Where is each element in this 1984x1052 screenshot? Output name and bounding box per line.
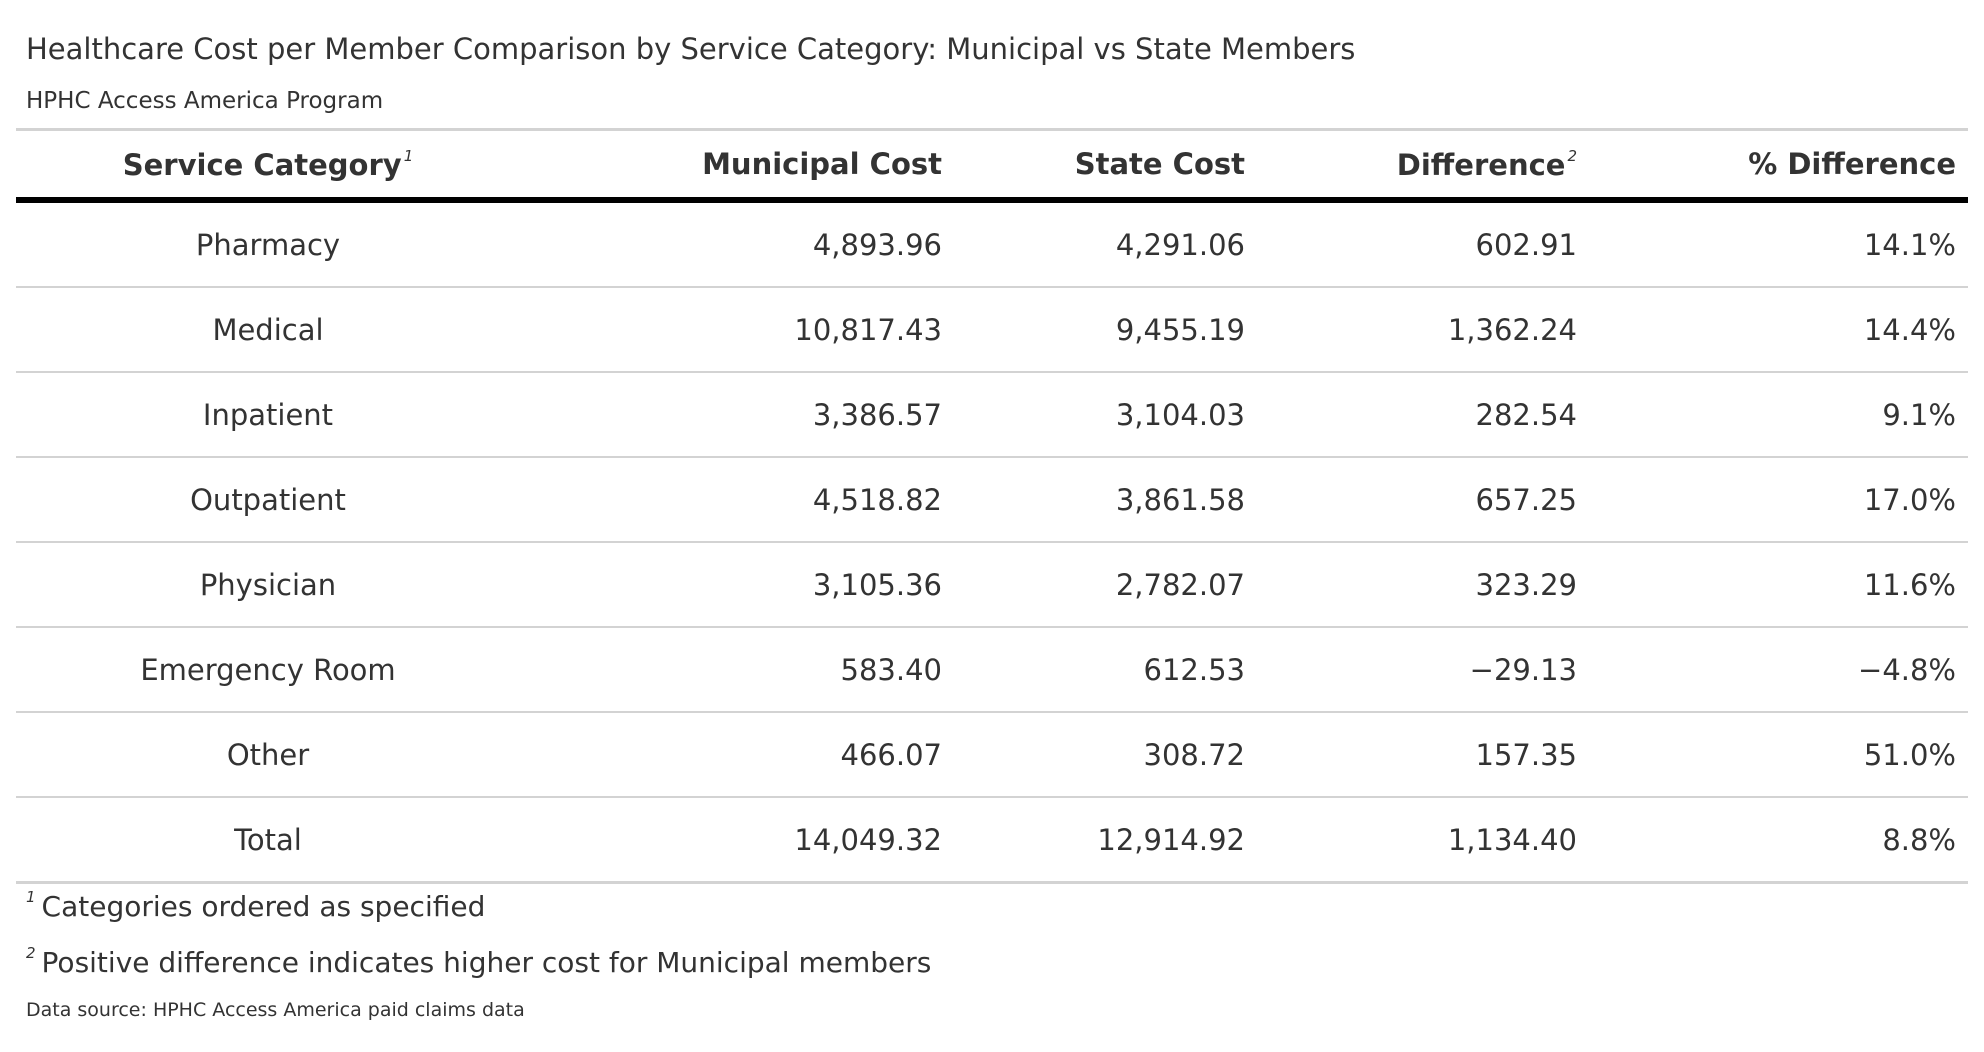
column-header: Municipal Cost	[520, 130, 954, 201]
footnote-text: Positive difference indicates higher cos…	[41, 946, 932, 979]
column-label: Municipal Cost	[702, 147, 942, 181]
value-cell: 3,105.36	[520, 542, 954, 628]
value-cell: 4,518.82	[520, 457, 954, 543]
value-cell: 3,104.03	[954, 372, 1257, 458]
column-header: Difference 2	[1257, 130, 1589, 201]
value-cell: 9.1%	[1589, 372, 1968, 458]
value-cell: 1,134.40	[1257, 797, 1589, 884]
header-row: Service Category 1 Municipal Cost State Cos…	[16, 129, 1968, 201]
value-cell: 282.54	[1257, 372, 1589, 458]
value-cell: 11.6%	[1589, 542, 1968, 628]
column-header: Service Category 1	[16, 130, 520, 201]
footnote-marker: 1	[403, 146, 414, 165]
category-cell: Outpatient	[16, 457, 520, 543]
value-cell: 602.91	[1257, 200, 1589, 288]
category-cell: Medical	[16, 287, 520, 373]
column-label: State Cost	[1074, 147, 1245, 181]
value-cell: 9,455.19	[954, 287, 1257, 373]
category-cell: Total	[16, 797, 520, 884]
footnote-marker: 2	[26, 944, 36, 962]
value-cell: 583.40	[520, 627, 954, 713]
value-cell: 323.29	[1257, 542, 1589, 628]
column-header: % Difference	[1589, 130, 1968, 201]
table-row: Medical 10,817.43 9,455.19 1,362.24 14.4%	[16, 287, 1968, 373]
value-cell: 2,782.07	[954, 542, 1257, 628]
value-cell: 14.1%	[1589, 200, 1968, 288]
category-cell: Inpatient	[16, 372, 520, 458]
table-row: Other 466.07 308.72 157.35 51.0%	[16, 712, 1968, 798]
column-label: Service Category	[122, 147, 402, 182]
category-cell: Emergency Room	[16, 627, 520, 713]
table-header: Service Category 1 Municipal Cost State Cos…	[16, 129, 1968, 201]
value-cell: 3,861.58	[954, 457, 1257, 543]
subtitle: HPHC Access America Program	[26, 88, 384, 114]
category-cell: Pharmacy	[16, 200, 520, 288]
value-cell: 657.25	[1257, 457, 1589, 543]
value-cell: 12,914.92	[954, 797, 1257, 884]
table-row: Total 14,049.32 12,914.92 1,134.40 8.8%	[16, 797, 1968, 884]
value-cell: −4.8%	[1589, 627, 1968, 713]
footnote: 1 Categories ordered as specified	[26, 888, 485, 923]
table-body: Pharmacy 4,893.96 4,291.06 602.91 14.1% Medic…	[16, 200, 1968, 884]
value-cell: −29.13	[1257, 627, 1589, 713]
value-cell: 14.4%	[1589, 287, 1968, 373]
table-row: Outpatient 4,518.82 3,861.58 657.25 17.0%	[16, 457, 1968, 543]
category-cell: Physician	[16, 542, 520, 628]
value-cell: 17.0%	[1589, 457, 1968, 543]
value-cell: 4,893.96	[520, 200, 954, 288]
value-cell: 8.8%	[1589, 797, 1968, 884]
value-cell: 3,386.57	[520, 372, 954, 458]
value-cell: 4,291.06	[954, 200, 1257, 288]
value-cell: 14,049.32	[520, 797, 954, 884]
value-cell: 612.53	[954, 627, 1257, 713]
value-cell: 157.35	[1257, 712, 1589, 798]
table-row: Pharmacy 4,893.96 4,291.06 602.91 14.1%	[16, 200, 1968, 288]
value-cell: 1,362.24	[1257, 287, 1589, 373]
footnote-marker: 2	[1567, 146, 1577, 165]
source-note: Data source: HPHC Access America paid cl…	[26, 999, 525, 1021]
value-cell: 51.0%	[1589, 712, 1968, 798]
footnote-marker: 1	[26, 888, 36, 906]
cost-table: Service Category 1 Municipal Cost State Cos…	[16, 128, 1968, 884]
value-cell: 466.07	[520, 712, 954, 798]
title: Healthcare Cost per Member Comparison by…	[26, 32, 1356, 66]
column-label: % Difference	[1748, 147, 1956, 181]
column-header: State Cost	[954, 130, 1257, 201]
value-cell: 10,817.43	[520, 287, 954, 373]
footnote: 2 Positive difference indicates higher co…	[26, 944, 931, 979]
value-cell: 308.72	[954, 712, 1257, 798]
table-row: Emergency Room 583.40 612.53 −29.13 −4.8%	[16, 627, 1968, 713]
table-row: Physician 3,105.36 2,782.07 323.29 11.6%	[16, 542, 1968, 628]
footnote-text: Categories ordered as specified	[41, 890, 486, 923]
column-label: Difference	[1396, 147, 1566, 182]
table-row: Inpatient 3,386.57 3,104.03 282.54 9.1%	[16, 372, 1968, 458]
category-cell: Other	[16, 712, 520, 798]
